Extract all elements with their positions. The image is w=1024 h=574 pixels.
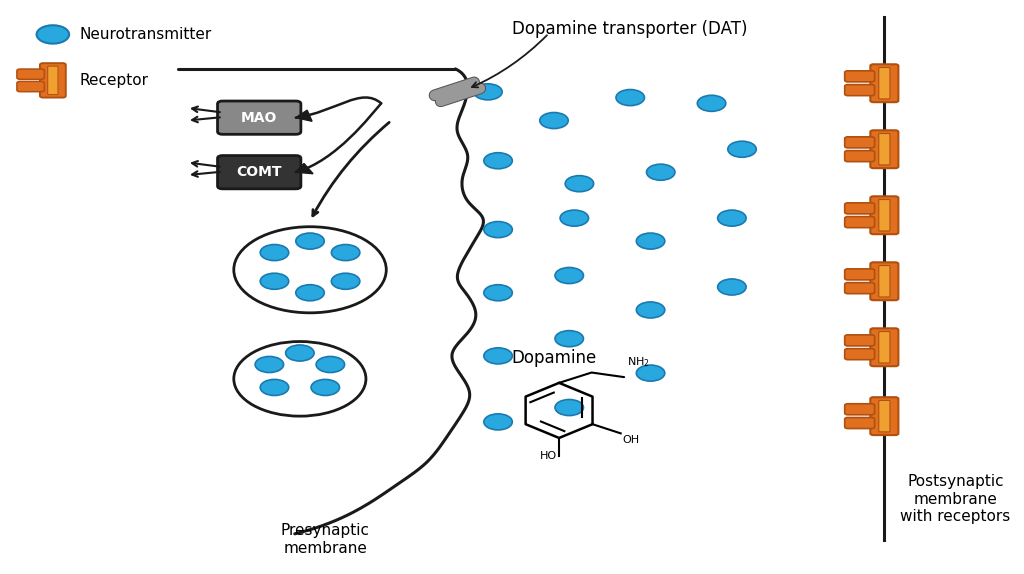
FancyBboxPatch shape [845,137,874,148]
FancyBboxPatch shape [845,269,874,280]
Circle shape [311,379,340,395]
Text: Neurotransmitter: Neurotransmitter [79,27,212,42]
Circle shape [255,356,284,373]
FancyBboxPatch shape [879,200,890,231]
Circle shape [296,233,325,249]
Text: MAO: MAO [241,111,278,125]
FancyBboxPatch shape [879,68,890,99]
Circle shape [636,302,665,318]
Text: OH: OH [623,435,640,444]
Text: HO: HO [540,451,557,461]
FancyBboxPatch shape [16,82,44,92]
Circle shape [555,400,584,416]
FancyBboxPatch shape [870,328,898,366]
Circle shape [296,285,325,301]
FancyBboxPatch shape [845,71,874,82]
FancyBboxPatch shape [870,130,898,168]
Polygon shape [296,164,313,174]
Circle shape [555,267,584,284]
Circle shape [484,414,512,430]
Circle shape [260,245,289,261]
FancyBboxPatch shape [870,262,898,300]
Circle shape [316,356,345,373]
Text: Receptor: Receptor [79,73,148,88]
FancyBboxPatch shape [40,63,66,98]
Text: Presynaptic
membrane: Presynaptic membrane [281,523,370,556]
FancyBboxPatch shape [879,332,890,363]
Circle shape [560,210,589,226]
Text: Dopamine transporter (DAT): Dopamine transporter (DAT) [512,20,748,38]
Circle shape [616,90,644,106]
FancyBboxPatch shape [879,266,890,297]
FancyBboxPatch shape [845,203,874,214]
FancyBboxPatch shape [845,150,874,162]
Circle shape [37,25,70,44]
FancyBboxPatch shape [845,282,874,294]
FancyBboxPatch shape [845,335,874,346]
Circle shape [332,273,359,289]
Text: $\mathregular{NH_2}$: $\mathregular{NH_2}$ [627,355,650,369]
Circle shape [636,365,665,381]
FancyBboxPatch shape [845,348,874,360]
FancyBboxPatch shape [845,84,874,96]
Circle shape [646,164,675,180]
FancyBboxPatch shape [870,64,898,102]
Text: Postsynaptic
membrane
with receptors: Postsynaptic membrane with receptors [900,475,1011,524]
FancyBboxPatch shape [870,196,898,234]
Circle shape [332,245,359,261]
Text: COMT: COMT [237,165,282,179]
Circle shape [697,95,726,111]
Circle shape [484,222,512,238]
Circle shape [484,153,512,169]
Polygon shape [296,110,312,121]
FancyBboxPatch shape [870,397,898,435]
Circle shape [728,141,757,157]
Circle shape [286,345,314,361]
FancyBboxPatch shape [845,216,874,228]
FancyBboxPatch shape [879,401,890,432]
Circle shape [474,84,502,100]
Circle shape [555,331,584,347]
Circle shape [636,233,665,249]
Circle shape [484,348,512,364]
FancyBboxPatch shape [217,101,301,134]
Circle shape [260,273,289,289]
Circle shape [565,176,594,192]
Circle shape [484,285,512,301]
FancyBboxPatch shape [879,134,890,165]
Text: Dopamine: Dopamine [511,350,597,367]
Circle shape [718,279,746,295]
FancyBboxPatch shape [845,404,874,415]
Circle shape [260,379,289,395]
FancyBboxPatch shape [16,69,44,79]
FancyBboxPatch shape [845,417,874,429]
Circle shape [718,210,746,226]
FancyBboxPatch shape [217,156,301,189]
Circle shape [540,113,568,129]
FancyBboxPatch shape [48,66,58,95]
